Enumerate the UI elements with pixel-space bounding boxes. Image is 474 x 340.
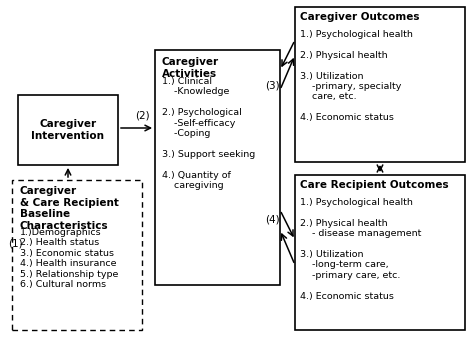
Bar [18, 95, 118, 165]
Text: Caregiver
& Care Recipient
Baseline
Characteristics: Caregiver & Care Recipient Baseline Char… [20, 186, 119, 231]
Text: Caregiver
Intervention: Caregiver Intervention [31, 119, 104, 141]
Bar [155, 50, 280, 285]
Text: (2): (2) [135, 110, 149, 120]
Text: 1.)Demographics
2.) Health status
3.) Economic status
4.) Health insurance
5.) R: 1.)Demographics 2.) Health status 3.) Ec… [20, 228, 118, 289]
Bar [12, 180, 142, 330]
Text: (4): (4) [264, 215, 279, 225]
Text: 1.) Psychological health

2.) Physical health
    - disease management

3.) Util: 1.) Psychological health 2.) Physical he… [300, 198, 421, 301]
Bar [295, 175, 465, 330]
Text: Caregiver Outcomes: Caregiver Outcomes [300, 12, 419, 22]
Text: 1.) Clinical
    -Knowledge

2.) Psychological
    -Self-efficacy
    -Coping

3: 1.) Clinical -Knowledge 2.) Psychologica… [162, 77, 255, 190]
Text: 1.) Psychological health

2.) Physical health

3.) Utilization
    -primary, spe: 1.) Psychological health 2.) Physical he… [300, 30, 413, 122]
Text: (3): (3) [264, 80, 279, 90]
Text: Caregiver
Activities: Caregiver Activities [162, 57, 219, 79]
Text: (1): (1) [8, 238, 23, 248]
Text: Care Recipient Outcomes: Care Recipient Outcomes [300, 180, 448, 190]
Bar [295, 7, 465, 162]
